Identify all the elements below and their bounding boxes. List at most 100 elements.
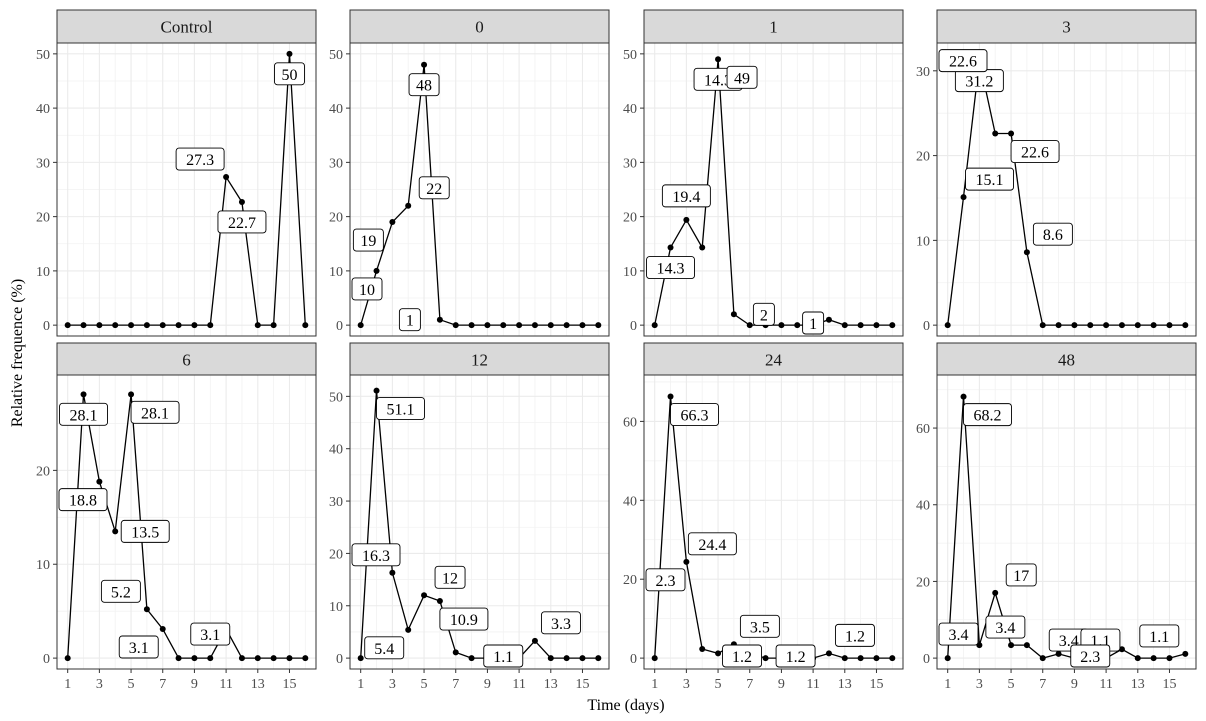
x-tick-label: 13 — [251, 677, 265, 692]
data-label: 19 — [352, 228, 384, 252]
facet-strip — [643, 9, 904, 44]
data-label-box — [540, 611, 581, 635]
data-label: 18.8 — [58, 488, 108, 512]
data-label-text: 49 — [734, 70, 750, 87]
panel-border — [643, 42, 904, 337]
data-point — [1118, 646, 1125, 653]
data-label-box — [1070, 644, 1111, 668]
data-label-box — [722, 644, 763, 668]
data-label-box — [439, 607, 489, 631]
data-label-box — [802, 311, 825, 335]
y-tick-label: 50 — [36, 48, 50, 63]
data-label-text: 28.1 — [70, 407, 98, 424]
facet-strip — [936, 9, 1197, 44]
data-point — [1150, 655, 1157, 662]
x-tick-label: 15 — [282, 677, 296, 692]
data-point — [1182, 650, 1189, 657]
panel-border — [643, 374, 904, 670]
data-label: 15.1 — [965, 167, 1014, 191]
data-label-text: 3.1 — [200, 627, 220, 644]
data-label-box — [434, 565, 466, 589]
data-label-text: 3.5 — [750, 619, 770, 636]
data-point — [651, 655, 658, 662]
data-label: 48 — [408, 73, 440, 97]
y-tick-label: 50 — [329, 48, 343, 63]
data-point — [389, 569, 396, 576]
facet-title: 6 — [182, 351, 191, 370]
data-point — [238, 655, 245, 662]
data-label-box — [59, 402, 108, 426]
data-point — [778, 322, 785, 329]
facet-title: 12 — [471, 351, 488, 370]
data-point — [1134, 322, 1141, 329]
data-label: 31.2 — [954, 69, 1004, 93]
data-label-box — [120, 519, 170, 543]
x-tick-label: 1 — [944, 677, 951, 692]
data-label: 12 — [434, 565, 466, 589]
data-label-text: 12 — [442, 570, 458, 587]
y-tick-label: 20 — [36, 211, 50, 226]
panel-border — [56, 42, 317, 337]
data-label-box — [351, 277, 383, 301]
y-tick-label: 0 — [923, 652, 930, 667]
data-label-box — [1005, 563, 1037, 587]
data-point — [238, 198, 245, 205]
data-label-text: 51.1 — [387, 402, 415, 419]
data-label-text: 22.7 — [228, 215, 256, 232]
data-label-text: 19 — [360, 233, 376, 250]
data-point — [270, 655, 277, 662]
x-tick-label: 7 — [746, 677, 753, 692]
data-point — [159, 626, 166, 633]
series-line — [947, 60, 1186, 326]
data-point — [1166, 322, 1173, 329]
x-tick-label: 9 — [778, 677, 785, 692]
y-tick-label: 20 — [329, 547, 343, 562]
data-point — [452, 649, 459, 656]
data-point — [1023, 249, 1030, 256]
series-line — [67, 53, 306, 326]
data-label-text: 48 — [416, 78, 432, 95]
data-label-box — [376, 397, 425, 421]
data-point — [547, 322, 554, 329]
data-label: 66.3 — [670, 403, 719, 426]
y-tick-label: 40 — [916, 499, 930, 514]
data-label-box — [408, 73, 440, 97]
data-label-box — [1139, 624, 1180, 648]
facet-title: 1 — [769, 18, 778, 37]
data-point — [715, 56, 722, 63]
data-label: 22.6 — [938, 49, 988, 73]
data-point — [944, 322, 951, 329]
x-tick-label: 15 — [1162, 677, 1176, 692]
y-tick-label: 40 — [623, 494, 637, 509]
data-label-text: 1.2 — [786, 649, 806, 666]
data-label: 22 — [418, 176, 450, 200]
data-label: 49 — [726, 65, 758, 89]
data-point — [825, 650, 832, 657]
data-label-text: 2.3 — [1080, 649, 1100, 666]
data-label-text: 3.1 — [129, 640, 149, 657]
x-tick-label: 3 — [683, 677, 690, 692]
data-point — [175, 655, 182, 662]
data-point — [96, 322, 103, 329]
data-point — [80, 322, 87, 329]
data-label-text: 5.2 — [111, 584, 131, 601]
data-point — [80, 391, 87, 398]
data-label-text: 14.3 — [704, 72, 732, 89]
data-label-box — [217, 210, 267, 234]
facet-title: 0 — [475, 18, 484, 37]
data-point — [699, 646, 706, 653]
data-point — [112, 528, 119, 535]
y-tick-label: 0 — [630, 319, 637, 334]
x-tick-label: 5 — [128, 677, 135, 692]
y-tick-label: 0 — [43, 652, 50, 667]
data-label-text: 31.2 — [965, 74, 993, 91]
y-tick-label: 0 — [630, 652, 637, 667]
data-label: 22.6 — [1010, 140, 1060, 163]
data-point — [841, 655, 848, 662]
data-point — [436, 598, 443, 605]
data-point — [1166, 655, 1173, 662]
data-point — [563, 655, 570, 662]
x-tick-label: 7 — [452, 677, 459, 692]
x-axis-title: Time (days) — [587, 697, 664, 714]
